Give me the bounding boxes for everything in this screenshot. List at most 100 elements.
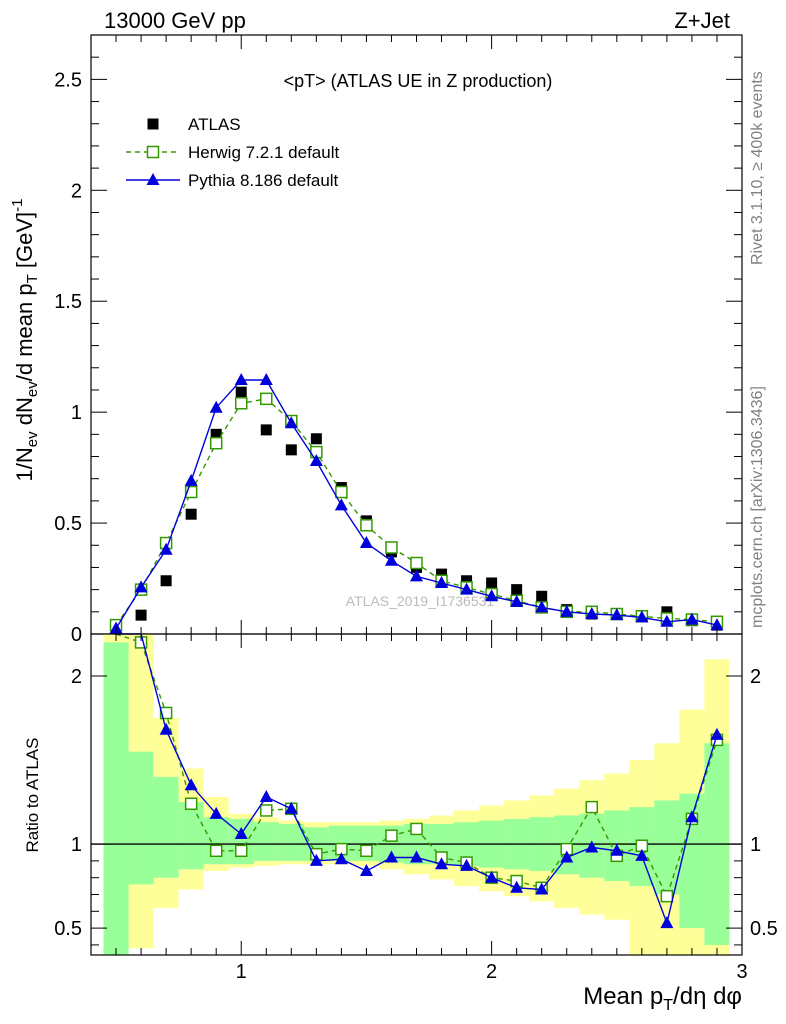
main-point-pythia: [410, 569, 423, 582]
ratio-point-pythia: [610, 843, 624, 856]
main-point-herwig: [385, 541, 398, 554]
ratio-point-pythia: [485, 870, 499, 883]
inner-band: [203, 817, 229, 865]
main-point-herwig: [184, 485, 198, 499]
main-point-atlas: [160, 575, 172, 587]
ratio-xlabel: Mean pT/dη dφ: [583, 983, 742, 1014]
main-point-pythia: [560, 604, 574, 617]
main-point-atlas: [511, 584, 523, 596]
y-tick-label-left: 1: [71, 834, 82, 856]
y-tick-label-right: 1: [750, 834, 761, 856]
ratio-point-herwig: [184, 797, 198, 810]
legend: ATLAS Herwig 7.2.1 default Pythia 8.186 de…: [126, 115, 339, 190]
main-point-pythia: [134, 580, 148, 593]
ratio-point-pythia: [460, 858, 474, 871]
ratio-ylabel: Ratio to ATLAS: [23, 738, 42, 853]
main-point-pythia: [359, 536, 373, 549]
y-tick-label: 2.5: [54, 69, 82, 91]
ratio-point-pythia: [209, 806, 223, 819]
x-tick-label: 3: [736, 961, 747, 983]
ratio-point-herwig: [410, 822, 423, 836]
x-tick-label: 1: [236, 961, 247, 983]
main-point-pythia: [535, 600, 549, 613]
main-point-herwig: [260, 392, 273, 406]
inner-band: [228, 818, 254, 865]
ratio-ticks-group: 1 2 30.5 0.51 12 2: [54, 634, 778, 983]
ratio-frame: [90, 633, 743, 956]
ratio-point-pythia: [159, 722, 173, 735]
legend-marker: [146, 173, 160, 185]
inner-band: [178, 802, 204, 870]
main-marks-group: [109, 372, 724, 636]
inner-band: [153, 776, 179, 878]
ratio-point-herwig: [234, 844, 248, 858]
main-point-atlas: [210, 428, 222, 440]
ratio-point-pythia: [334, 852, 348, 865]
main-point-pythia: [610, 608, 624, 621]
legend-label: Pythia 8.186 default: [188, 171, 339, 190]
inner-band: [103, 642, 129, 955]
mcplots-reference-note: mcplots.cern.ch [arXiv:1306.3436]: [749, 386, 766, 628]
ratio-point-pythia: [660, 916, 674, 929]
y-tick-label-right: 2: [750, 666, 761, 688]
main-point-pythia: [384, 553, 398, 566]
y-tick-label-right: 0.5: [750, 918, 778, 940]
main-point-atlas: [260, 424, 272, 436]
legend-label: ATLAS: [188, 115, 241, 134]
main-point-pythia: [510, 594, 524, 607]
inner-band: [278, 823, 304, 861]
main-point-atlas: [661, 606, 673, 618]
main-point-atlas: [436, 568, 448, 580]
ratio-point-pythia: [384, 850, 398, 863]
main-point-pythia: [209, 400, 223, 413]
ratio-point-pythia: [410, 850, 423, 863]
ratio-point-pythia: [535, 882, 549, 895]
main-point-pythia: [284, 416, 298, 429]
main-point-pythia: [334, 498, 348, 511]
main-point-atlas: [285, 444, 297, 456]
main-point-atlas: [486, 577, 498, 589]
ratio-point-pythia: [685, 810, 699, 823]
y-tick-label-left: 0.5: [54, 918, 82, 940]
inner-band: [253, 822, 279, 861]
ratio-point-herwig: [209, 844, 223, 858]
main-point-pythia: [635, 610, 649, 623]
main-title: <pT> (ATLAS UE in Z production): [284, 71, 553, 91]
main-point-pythia: [710, 618, 724, 631]
x-tick-label: 2: [486, 961, 497, 983]
ratio-point-pythia: [510, 880, 524, 893]
inner-band: [654, 800, 680, 895]
main-point-pythia: [460, 582, 474, 595]
ratio-point-herwig: [260, 804, 273, 817]
ratio-uncertainty-bands: [91, 634, 742, 955]
main-point-pythia: [234, 372, 248, 385]
y-tick-label: 0.5: [54, 513, 82, 535]
main-point-herwig: [234, 397, 248, 410]
main-point-atlas: [235, 386, 247, 398]
ratio-point-pythia: [635, 848, 649, 861]
watermark: ATLAS_2019_I1736531: [346, 593, 495, 609]
legend-marker: [146, 145, 160, 159]
ratio-point-pythia: [710, 727, 724, 740]
main-point-atlas: [536, 590, 548, 602]
main-point-herwig: [360, 519, 373, 532]
ratio-point-pythia: [435, 857, 449, 870]
main-point-pythia: [435, 575, 449, 588]
main-point-pythia: [159, 542, 173, 555]
main-ylabel: 1/Nev dNev/d mean pT [GeV]-1: [9, 199, 41, 482]
ratio-point-pythia: [184, 778, 198, 791]
rivet-version-note: Rivet 3.1.10, ≥ 400k events: [749, 71, 766, 265]
ratio-point-pythia: [560, 850, 574, 863]
ratio-panel: 1 2 30.5 0.51 12 2 Ratio to ATLAS Mean pT/dη …: [23, 633, 778, 1014]
ratio-point-herwig: [360, 844, 373, 858]
ratio-point-pythia: [284, 801, 298, 814]
ratio-point-pythia: [259, 790, 273, 803]
ratio-point-pythia: [234, 826, 248, 839]
main-ticks-group: 0 0.5 1 1.5 2 2.5: [54, 34, 742, 646]
main-point-pythia: [660, 614, 674, 627]
ratio-marks-group: [115, 633, 724, 929]
main-point-pythia: [585, 607, 599, 620]
main-point-pythia: [309, 453, 323, 466]
legend-label: Herwig 7.2.1 default: [188, 143, 339, 162]
